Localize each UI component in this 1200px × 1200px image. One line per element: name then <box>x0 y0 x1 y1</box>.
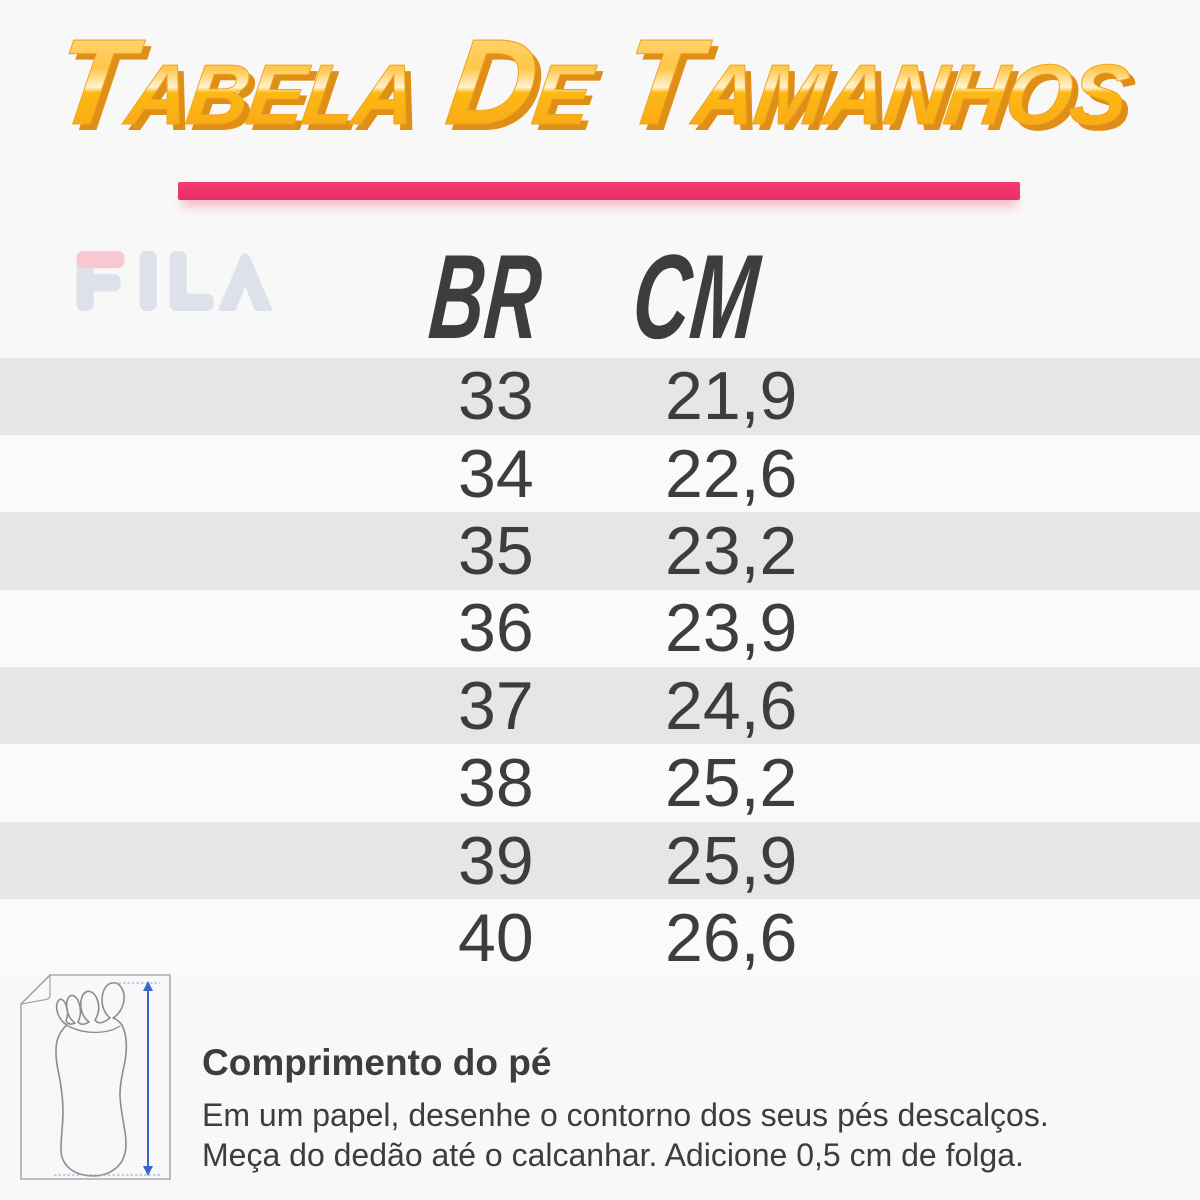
svg-text:Tabela De Tamanhos: Tabela De Tamanhos <box>47 14 1139 150</box>
svg-text:CM: CM <box>628 250 766 364</box>
svg-text:BR: BR <box>425 250 547 364</box>
